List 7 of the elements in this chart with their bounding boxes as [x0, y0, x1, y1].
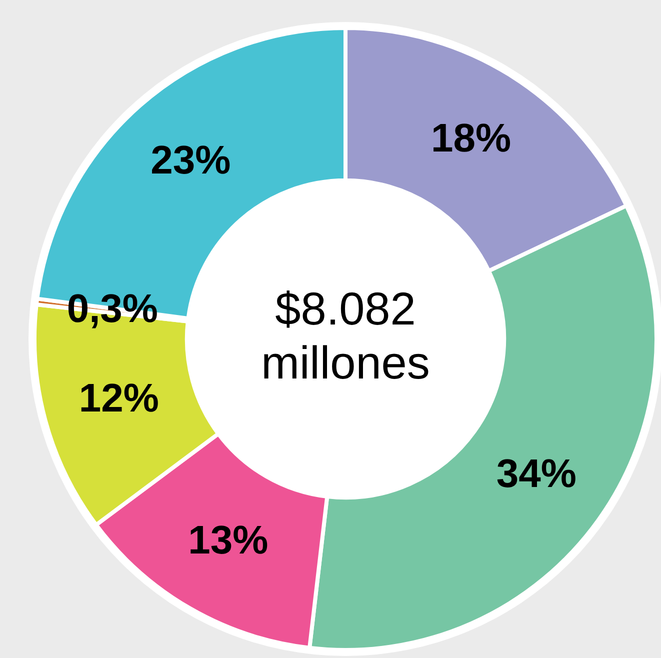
data-label: 0,3%	[66, 286, 158, 331]
data-label: 18%	[430, 116, 512, 161]
data-label: 12%	[78, 376, 159, 420]
text: $8.082 millones	[261, 282, 430, 389]
data-label: 23%	[150, 138, 231, 183]
data-label: 34%	[496, 452, 576, 496]
data-label: 13%	[188, 518, 268, 562]
